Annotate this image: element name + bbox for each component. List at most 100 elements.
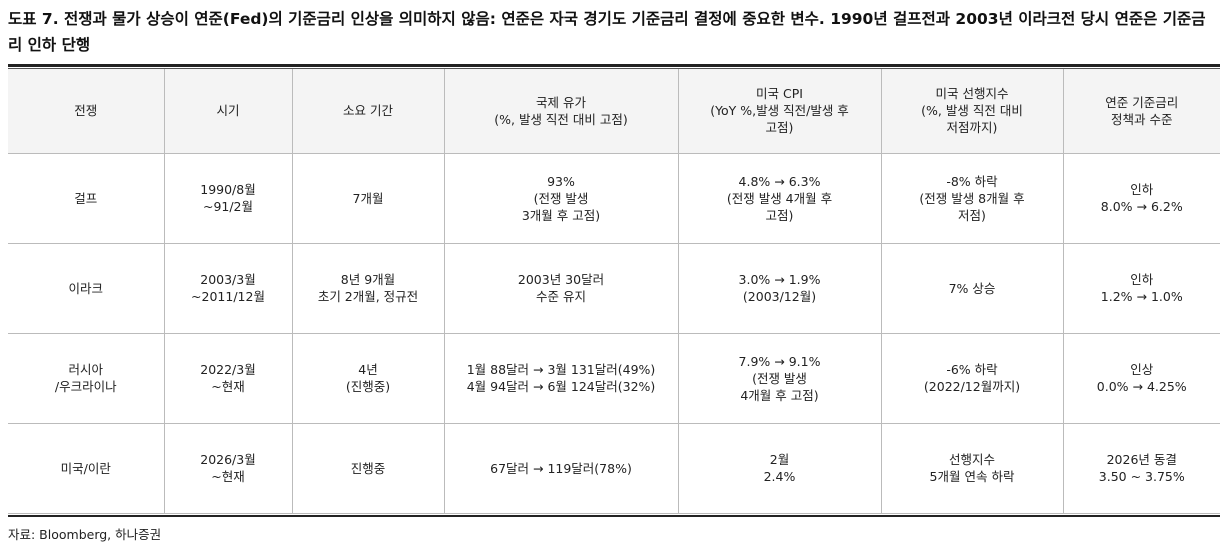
table-cell: 인상 0.0% → 4.25% xyxy=(1063,333,1220,424)
table-cell: -6% 하락 (2022/12월까지) xyxy=(881,333,1064,424)
table-cell: 8년 9개월 초기 2개월, 정규전 xyxy=(292,243,445,334)
cell-line: 인하 xyxy=(1130,272,1154,287)
comparison-table-container: 전쟁 시기 소요 기간 국제 유가 (%, 발생 직전 대비 고점) 미국 CPI (YoY… xyxy=(8,64,1220,517)
table-cell: 미국/이란 xyxy=(8,423,165,514)
table-cell: 선행지수 5개월 연속 하락 xyxy=(881,423,1064,514)
cell-line: (전쟁 발생 xyxy=(752,370,807,386)
table-top-rule-thin xyxy=(8,68,1220,69)
cell-line: 93% xyxy=(547,173,575,189)
table-body: 걸프 1990/8월 ~91/2월 7개월 93% (전쟁 발생 3개월 후 고점) 4.8%… xyxy=(8,153,1220,514)
table-row: 미국/이란 2026/3월 ~현재 진행중 67달러 → 119달러(78%) 2월 2.4… xyxy=(8,423,1220,514)
cell-line: 7.9% → 9.1% xyxy=(738,353,821,369)
table-cell: -8% 하락 (전쟁 발생 8개월 후 저점) xyxy=(881,153,1064,244)
cell-line: 7개월 xyxy=(352,190,384,206)
cell-line: /우크라이나 xyxy=(54,379,117,394)
cell-line: 초기 2개월, 정규전 xyxy=(317,289,419,304)
cell-line: -8% 하락 xyxy=(946,173,998,189)
cell-line: (2003/12월) xyxy=(742,289,817,304)
table-header-row: 전쟁 시기 소요 기간 국제 유가 (%, 발생 직전 대비 고점) 미국 CPI (YoY… xyxy=(8,69,1220,154)
table-cell: 1월 88달러 → 3월 131달러(49%) 4월 94달러 → 6월 124달… xyxy=(444,333,679,424)
cell-line: 67달러 → 119달러(78%) xyxy=(490,460,632,476)
cell-line: 2월 xyxy=(769,452,790,467)
table-cell: 7.9% → 9.1% (전쟁 발생 4개월 후 고점) xyxy=(678,333,882,424)
column-header: 연준 기준금리 정책과 수준 xyxy=(1063,69,1220,154)
cell-line: 1월 88달러 → 3월 131달러(49%) xyxy=(466,362,656,377)
cell-line: ~현재 xyxy=(211,379,245,394)
cell-line: 4년 xyxy=(358,362,378,377)
header-line: (%, 발생 직전 대비 고점) xyxy=(494,111,628,127)
war-inflation-fed-table: 전쟁 시기 소요 기간 국제 유가 (%, 발생 직전 대비 고점) 미국 CPI (YoY… xyxy=(8,69,1220,514)
header-line: (%, 발생 직전 대비 xyxy=(921,103,1023,119)
cell-line: 미국/이란 xyxy=(60,460,111,476)
cell-line: (2022/12월까지) xyxy=(923,379,1021,394)
cell-line: 1.2% → 1.0% xyxy=(1100,289,1183,304)
cell-line: 4.8% → 6.3% xyxy=(738,173,821,189)
column-header: 국제 유가 (%, 발생 직전 대비 고점) xyxy=(444,69,679,154)
cell-line: 인상 xyxy=(1130,362,1154,377)
table-cell: 2월 2.4% xyxy=(678,423,882,514)
table-cell: 2003/3월 ~2011/12월 xyxy=(164,243,293,334)
table-cell: 93% (전쟁 발생 3개월 후 고점) xyxy=(444,153,679,244)
table-row: 러시아/우크라이나 2022/3월 ~현재 4년 (진행중) 1월 88달러 → 3월 1… xyxy=(8,333,1220,424)
cell-line: 수준 유지 xyxy=(536,289,586,304)
cell-line: 4개월 후 고점) xyxy=(740,387,819,403)
table-cell: 걸프 xyxy=(8,153,165,244)
header-line: 연준 기준금리 xyxy=(1105,94,1179,110)
cell-line: 선행지수 xyxy=(948,452,995,467)
table-cell: 4.8% → 6.3% (전쟁 발생 4개월 후 고점) xyxy=(678,153,882,244)
figure-title: 도표 7. 전쟁과 물가 상승이 연준(Fed)의 기준금리 인상을 의미하지 … xyxy=(8,10,1206,54)
cell-line: 2.4% xyxy=(763,469,796,484)
cell-line: 2026/3월 xyxy=(200,452,256,467)
cell-line: 2003/3월 xyxy=(200,272,256,287)
header-line: 전쟁 xyxy=(74,103,98,119)
cell-line: 3개월 후 고점) xyxy=(521,207,601,223)
header-line: 소요 기간 xyxy=(343,103,393,119)
table-cell: 인하 1.2% → 1.0% xyxy=(1063,243,1220,334)
header-line: 시기 xyxy=(216,103,240,119)
cell-line: 고점) xyxy=(765,207,794,223)
cell-line: 1990/8월 xyxy=(200,182,256,197)
column-header: 소요 기간 xyxy=(292,69,445,154)
cell-line: 2003년 30달러 xyxy=(517,272,605,287)
source-note: 자료: Bloomberg, 하나증권 xyxy=(8,527,162,542)
header-line: 국제 유가 xyxy=(536,94,586,110)
table-cell: 7% 상승 xyxy=(881,243,1064,334)
cell-line: 이라크 xyxy=(68,280,103,296)
header-line: 미국 선행지수 xyxy=(935,86,1009,102)
cell-line: 8.0% → 6.2% xyxy=(1100,199,1183,214)
column-header: 미국 선행지수 (%, 발생 직전 대비 저점까지) xyxy=(881,69,1064,154)
table-cell: 러시아/우크라이나 xyxy=(8,333,165,424)
cell-line: 3.50 ~ 3.75% xyxy=(1098,469,1185,484)
cell-line: 2022/3월 xyxy=(200,362,256,377)
header-line: 미국 CPI xyxy=(756,86,803,102)
column-header: 미국 CPI (YoY %,발생 직전/발생 후 고점) xyxy=(678,69,882,154)
cell-line: 러시아 xyxy=(68,362,103,377)
table-cell: 2022/3월 ~현재 xyxy=(164,333,293,424)
header-line: 정책과 수준 xyxy=(1111,111,1173,127)
cell-line: ~현재 xyxy=(211,469,245,484)
cell-line: 인하 xyxy=(1130,182,1154,197)
table-row: 이라크 2003/3월 ~2011/12월 8년 9개월 초기 2개월, 정규전 2003… xyxy=(8,243,1220,334)
header-line: 저점까지) xyxy=(946,120,998,136)
table-cell: 이라크 xyxy=(8,243,165,334)
cell-line: (전쟁 발생 8개월 후 xyxy=(919,190,1025,206)
table-cell: 인하 8.0% → 6.2% xyxy=(1063,153,1220,244)
cell-line: (진행중) xyxy=(345,379,391,394)
cell-line: 걸프 xyxy=(74,190,98,206)
cell-line: ~91/2월 xyxy=(202,199,254,214)
cell-line: 3.0% → 1.9% xyxy=(738,272,821,287)
table-cell: 2026/3월 ~현재 xyxy=(164,423,293,514)
cell-line: 저점) xyxy=(958,207,986,223)
cell-line: 7% 상승 xyxy=(948,280,996,296)
cell-line: -6% 하락 xyxy=(946,362,998,377)
cell-line: (전쟁 발생 xyxy=(533,190,589,206)
table-row: 걸프 1990/8월 ~91/2월 7개월 93% (전쟁 발생 3개월 후 고점) 4.8%… xyxy=(8,153,1220,244)
table-cell: 진행중 xyxy=(292,423,445,514)
cell-line: 진행중 xyxy=(350,460,386,476)
column-header: 시기 xyxy=(164,69,293,154)
table-cell: 67달러 → 119달러(78%) xyxy=(444,423,679,514)
table-cell: 7개월 xyxy=(292,153,445,244)
table-cell: 1990/8월 ~91/2월 xyxy=(164,153,293,244)
header-line: 고점) xyxy=(765,120,794,136)
